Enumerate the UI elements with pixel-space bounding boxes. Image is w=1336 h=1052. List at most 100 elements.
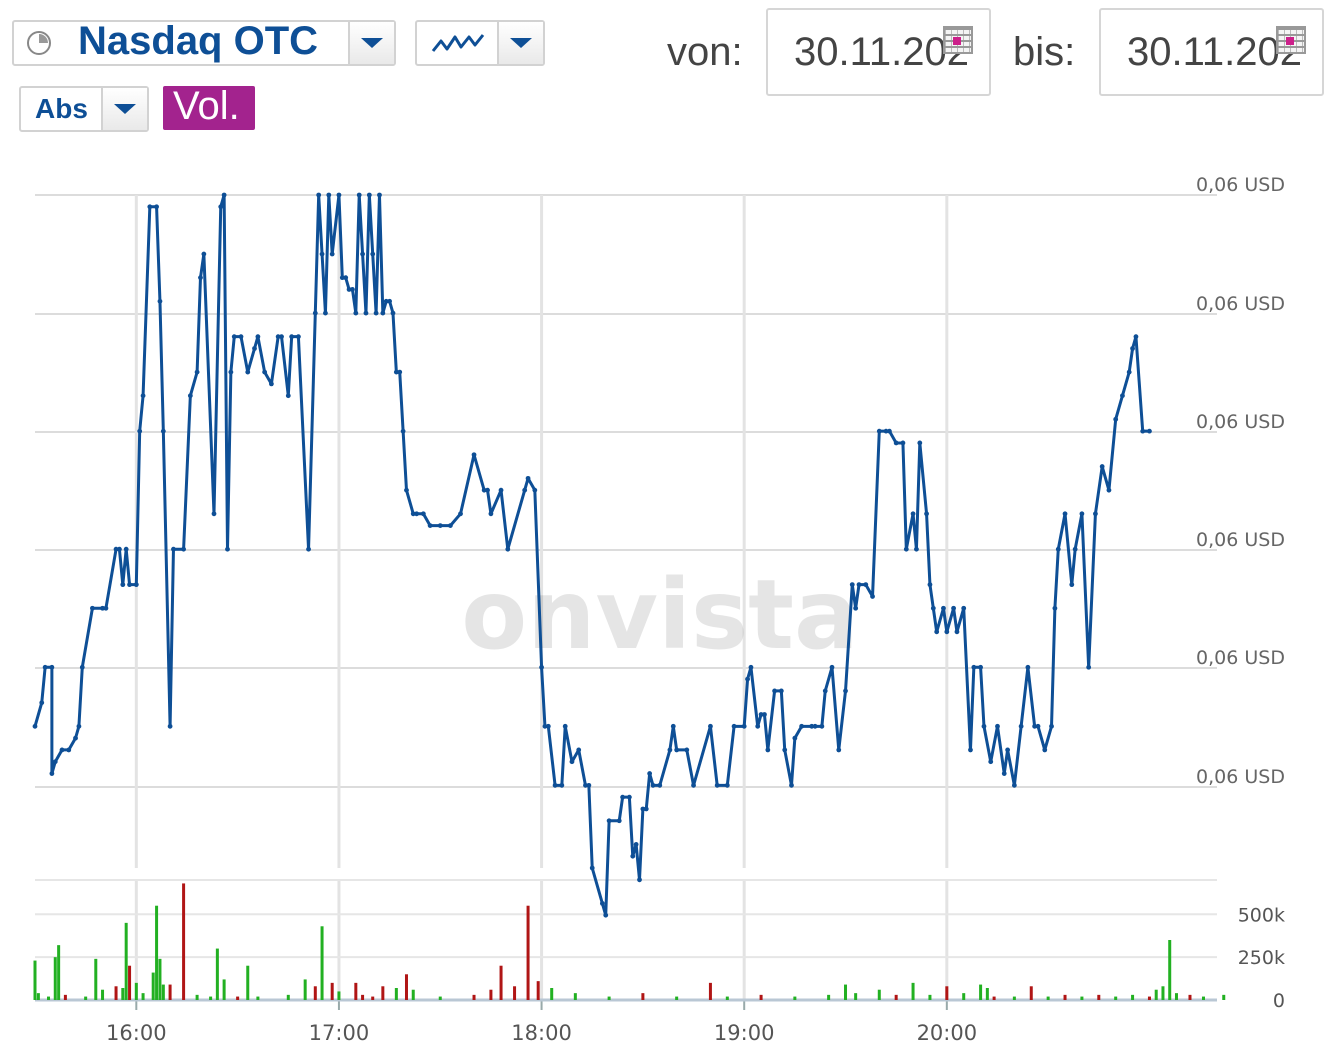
- chart-type-dropdown[interactable]: [415, 20, 545, 66]
- price-point: [799, 723, 805, 729]
- price-point: [323, 310, 328, 316]
- price-point: [782, 747, 788, 753]
- price-point: [924, 511, 929, 517]
- price-point: [339, 275, 345, 281]
- price-point: [90, 605, 95, 611]
- price-point: [312, 310, 318, 316]
- price-point: [458, 511, 463, 517]
- volume-bar: [1046, 996, 1050, 1000]
- mode-dropdown[interactable]: Abs: [19, 86, 149, 132]
- volume-bar: [1063, 994, 1067, 1000]
- price-point: [59, 747, 65, 753]
- price-point: [1001, 771, 1007, 776]
- calendar-icon[interactable]: [1276, 26, 1306, 54]
- price-point: [1032, 723, 1038, 729]
- price-point: [941, 605, 946, 611]
- price-point: [910, 511, 916, 517]
- price-point: [39, 700, 45, 706]
- price-point: [748, 664, 754, 670]
- price-point: [745, 676, 750, 682]
- to-date-field[interactable]: 30.11.202: [1099, 8, 1324, 96]
- price-point: [552, 782, 558, 788]
- price-point: [316, 192, 322, 198]
- chevron-down-icon[interactable]: [101, 88, 147, 130]
- volume-bar: [962, 993, 966, 1000]
- price-point: [630, 853, 636, 859]
- mode-label: Abs: [35, 93, 88, 124]
- price-point: [211, 511, 217, 517]
- price-point: [1093, 511, 1098, 517]
- price-point: [758, 712, 764, 717]
- price-tick-label: 0,06 USD: [1196, 766, 1285, 788]
- price-point: [79, 664, 85, 670]
- price-point: [201, 251, 207, 257]
- price-point: [1069, 582, 1075, 588]
- volume-bar: [371, 996, 375, 1000]
- chevron-down-icon[interactable]: [348, 22, 394, 64]
- price-point: [383, 298, 389, 304]
- price-point: [225, 546, 230, 552]
- price-point: [1147, 428, 1152, 434]
- chevron-down-icon[interactable]: [497, 22, 543, 64]
- volume-bar: [911, 982, 915, 1000]
- price-point: [927, 582, 933, 588]
- price-point: [275, 334, 281, 340]
- price-line: [32, 192, 1152, 918]
- exchange-label: Nasdaq OTC: [78, 19, 319, 63]
- price-point: [1133, 334, 1139, 340]
- price-point: [971, 664, 977, 670]
- volume-bar: [513, 986, 517, 1000]
- price-point: [140, 393, 146, 399]
- price-point: [603, 912, 609, 918]
- price-point: [1018, 723, 1024, 729]
- volume-bar: [411, 989, 415, 1000]
- time-axis-labels: 16:00 17:00 18:00 19:00 20:00: [106, 1021, 977, 1045]
- price-point: [1140, 428, 1146, 434]
- price-point: [228, 369, 234, 375]
- price-point: [525, 475, 531, 481]
- price-point: [127, 582, 132, 588]
- volume-bar: [550, 988, 554, 1000]
- price-point: [360, 251, 365, 257]
- volume-bar: [928, 994, 932, 1000]
- price-point: [377, 192, 382, 198]
- price-point: [765, 747, 771, 753]
- price-point: [893, 440, 899, 446]
- price-point: [731, 723, 737, 729]
- price-point: [650, 782, 656, 788]
- volume-bar: [84, 996, 88, 1000]
- price-point: [397, 369, 403, 375]
- price-point: [934, 629, 940, 635]
- price-point: [708, 723, 713, 729]
- volume-bar: [827, 994, 831, 1000]
- price-point: [420, 511, 426, 517]
- volume-bar: [222, 979, 226, 1000]
- price-point: [346, 287, 352, 292]
- time-tick-label: 16:00: [106, 1021, 167, 1045]
- price-point: [951, 605, 956, 611]
- volume-bar: [101, 989, 105, 1000]
- price-point: [194, 369, 200, 375]
- volume-bar: [1168, 940, 1172, 1000]
- price-point: [262, 369, 268, 375]
- time-tick-label: 18:00: [511, 1021, 572, 1045]
- volume-bar: [381, 986, 385, 1000]
- price-point: [772, 688, 777, 694]
- volume-toggle-button[interactable]: Vol.: [163, 84, 255, 130]
- exchange-dropdown[interactable]: Nasdaq OTC: [12, 19, 396, 66]
- from-date-value: 30.11.202: [794, 30, 969, 74]
- price-point: [231, 334, 237, 340]
- volume-bar: [134, 982, 138, 1000]
- price-point: [157, 298, 163, 304]
- volume-bar: [536, 981, 540, 1000]
- price-point: [930, 605, 936, 611]
- calendar-icon[interactable]: [943, 26, 973, 54]
- price-point: [724, 782, 730, 788]
- volume-bar: [63, 994, 67, 1000]
- price-point: [914, 546, 919, 552]
- price-point: [32, 723, 38, 729]
- volume-tick-label: 0: [1273, 990, 1285, 1012]
- from-date-field[interactable]: 30.11.202: [766, 8, 991, 96]
- price-point: [73, 735, 78, 741]
